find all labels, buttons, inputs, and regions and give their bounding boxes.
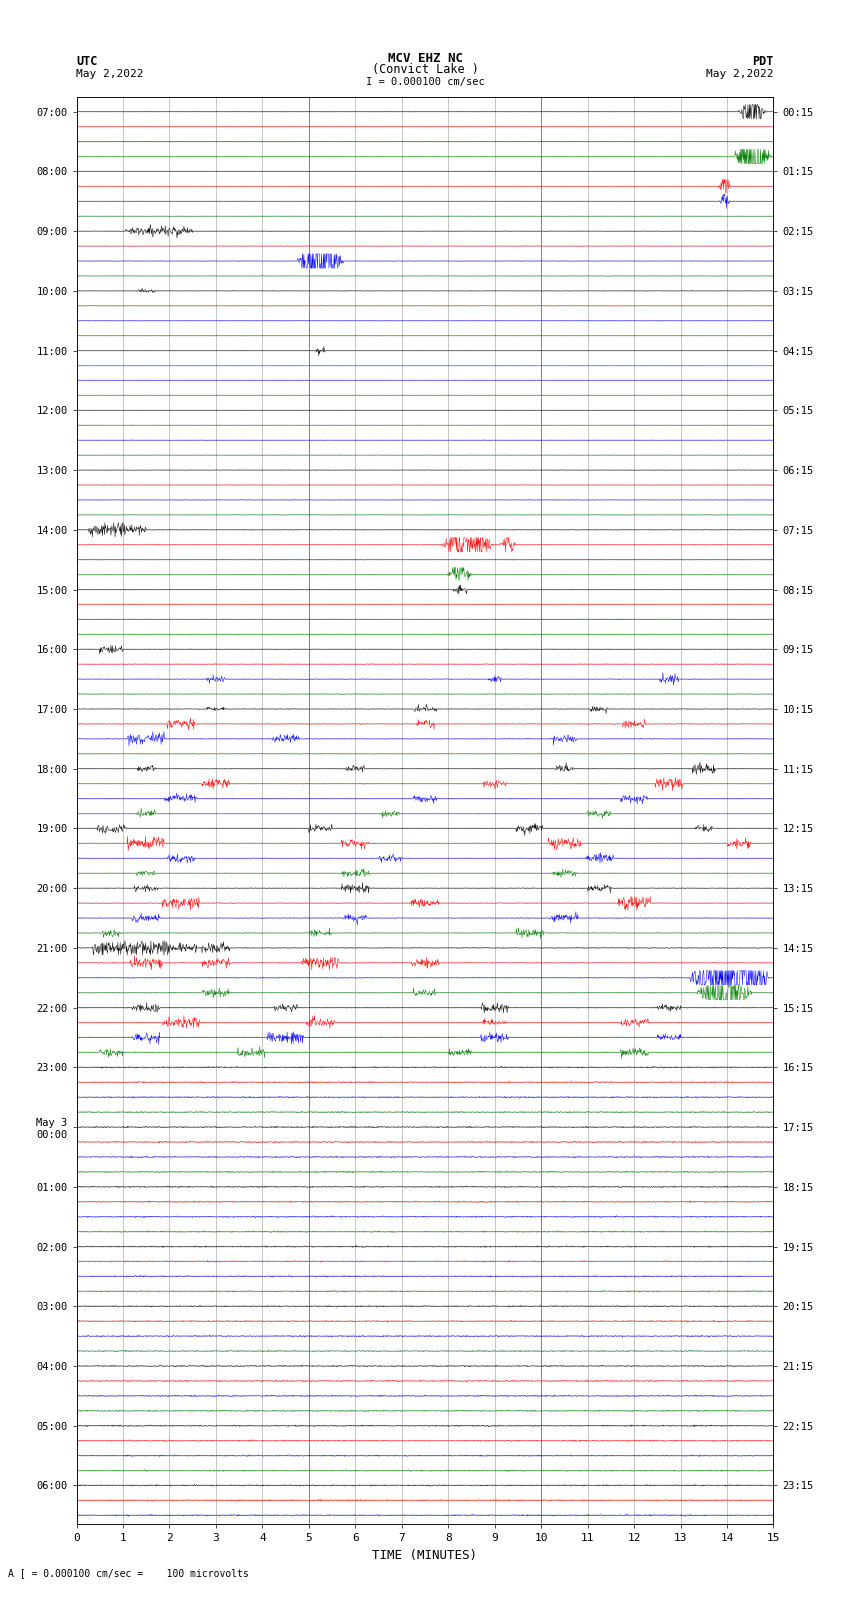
Text: (Convict Lake ): (Convict Lake ) (371, 63, 479, 76)
Text: MCV EHZ NC: MCV EHZ NC (388, 52, 462, 65)
X-axis label: TIME (MINUTES): TIME (MINUTES) (372, 1548, 478, 1561)
Text: A [ = 0.000100 cm/sec =    100 microvolts: A [ = 0.000100 cm/sec = 100 microvolts (8, 1568, 249, 1578)
Text: UTC: UTC (76, 55, 98, 68)
Text: May 2,2022: May 2,2022 (76, 69, 144, 79)
Text: I = 0.000100 cm/sec: I = 0.000100 cm/sec (366, 77, 484, 87)
Text: May 2,2022: May 2,2022 (706, 69, 774, 79)
Text: PDT: PDT (752, 55, 774, 68)
